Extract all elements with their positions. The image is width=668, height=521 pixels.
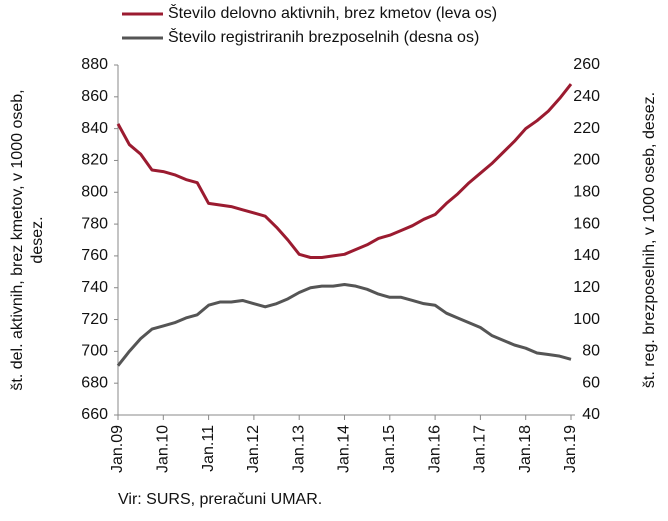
y2-tick-label: 100 (573, 311, 600, 328)
y-tick-label: 700 (81, 343, 108, 360)
x-tick-label: Jan.19 (562, 425, 579, 473)
y-tick-label: 720 (81, 311, 108, 328)
y2-tick-label: 180 (573, 183, 600, 200)
source: Vir: SURS, preračuni UMAR. (118, 491, 322, 508)
y-tick-label: 860 (81, 88, 108, 105)
x-tick-label: Jan.09 (109, 425, 126, 473)
y-tick-label: 880 (81, 56, 108, 73)
y-tick-label: 740 (81, 279, 108, 296)
y-tick-label: 760 (81, 247, 108, 264)
y2-tick-label: 80 (582, 343, 600, 360)
x-tick-label: Jan.17 (472, 425, 489, 473)
y-axis-label: desez. (29, 216, 46, 263)
x-tick-label: Jan.11 (200, 425, 217, 472)
y2-axis-label: št. reg. brezposelnih, v 1000 oseb, dese… (641, 92, 658, 388)
y2-tick-label: 140 (573, 247, 600, 264)
y2-tick-label: 220 (573, 120, 600, 137)
y-axis-label: št. del. aktivnih, brez kmetov, v 1000 o… (9, 89, 26, 390)
legend-label: Število registriranih brezposelnih (desn… (168, 27, 479, 46)
y-tick-label: 780 (81, 215, 108, 232)
y-tick-label: 800 (81, 183, 108, 200)
y2-tick-label: 260 (573, 56, 600, 73)
series-line (116, 83, 573, 259)
y2-tick-label: 40 (582, 406, 600, 423)
legend-label: Število delovno aktivnih, brez kmetov (l… (168, 3, 497, 22)
x-tick-label: Jan.18 (517, 425, 534, 473)
y-tick-label: 660 (81, 406, 108, 423)
x-tick-label: Jan.14 (336, 425, 353, 473)
y-tick-label: 840 (81, 120, 108, 137)
x-tick-label: Jan.15 (381, 425, 398, 473)
x-tick-label: Jan.16 (426, 425, 443, 473)
y2-tick-label: 240 (573, 88, 600, 105)
y2-tick-label: 60 (582, 374, 600, 391)
x-tick-label: Jan.13 (290, 425, 307, 473)
y-tick-label: 680 (81, 374, 108, 391)
y-tick-label: 820 (81, 152, 108, 169)
series-line (116, 283, 572, 367)
y2-tick-label: 120 (573, 279, 600, 296)
y2-tick-label: 160 (573, 215, 600, 232)
x-tick-label: Jan.12 (245, 425, 262, 473)
x-tick-label: Jan.10 (155, 425, 172, 473)
y2-tick-label: 200 (573, 152, 600, 169)
